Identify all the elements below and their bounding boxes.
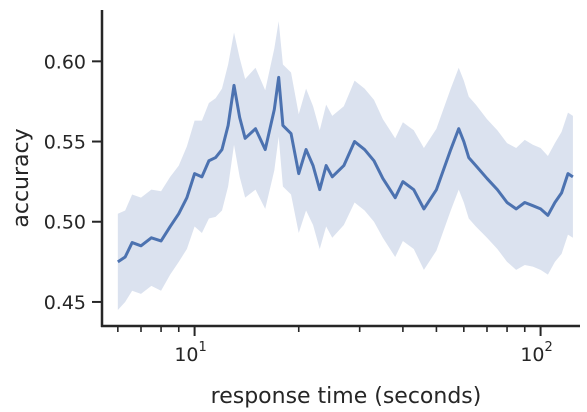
y-tick-label: 0.50 (44, 212, 86, 234)
y-axis-label: accuracy (9, 128, 34, 227)
x-ticks: 101 102 (118, 326, 553, 366)
y-tick-label: 0.55 (44, 132, 86, 154)
plot-area (118, 21, 573, 310)
x-tick-label: 101 (174, 340, 206, 366)
y-tick-label: 0.45 (44, 292, 86, 314)
y-tick-label: 0.60 (44, 51, 86, 73)
x-axis-label: response time (seconds) (211, 384, 482, 409)
y-ticks: 0.45 0.50 0.55 0.60 (44, 51, 102, 314)
x-tick-label: 102 (520, 340, 552, 366)
